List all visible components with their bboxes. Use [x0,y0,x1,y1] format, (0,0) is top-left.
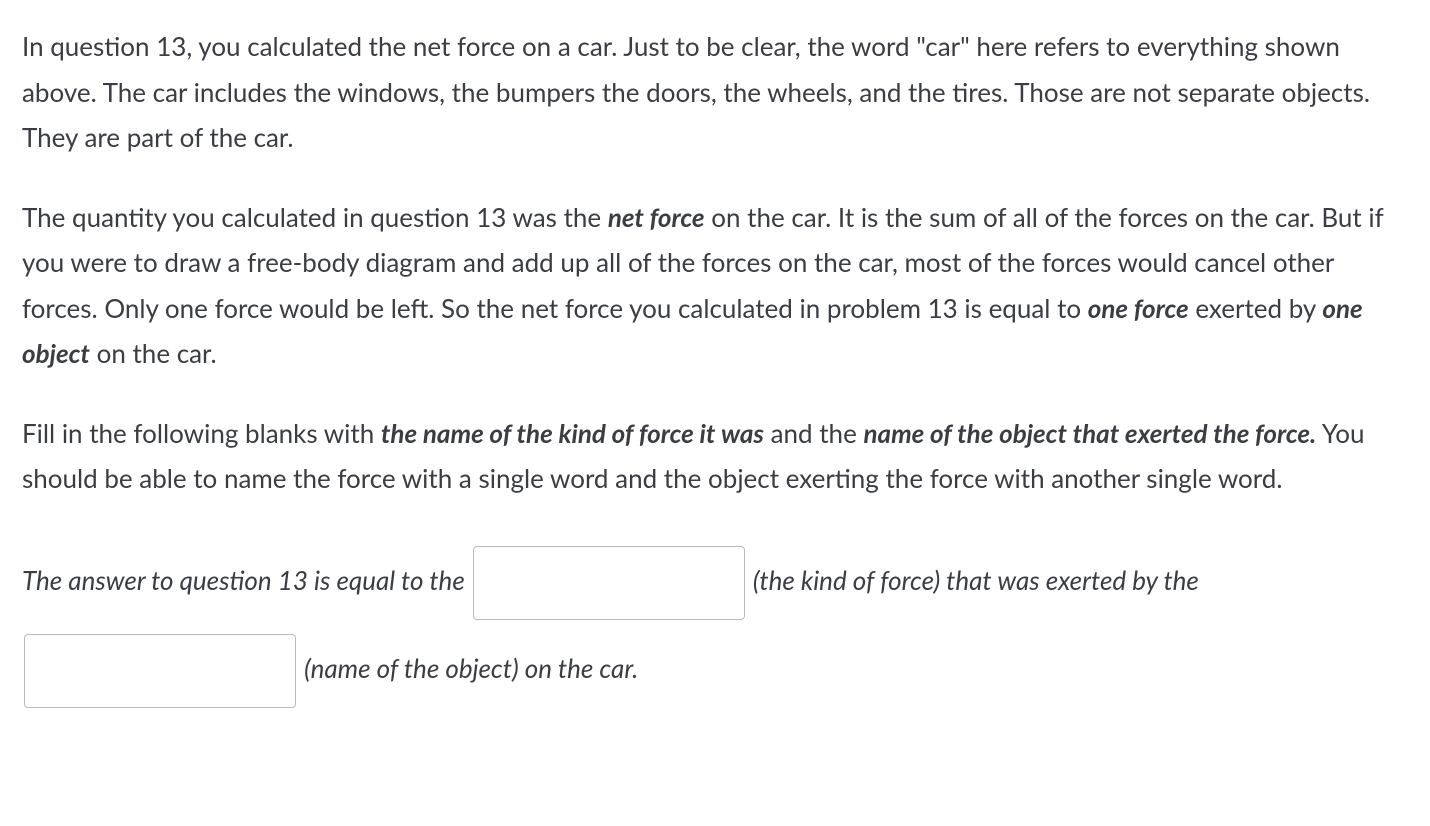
answer-sentence: The answer to question 13 is equal to th… [22,536,1408,713]
paragraph-2: The quantity you calculated in question … [22,195,1408,377]
p2-emph-one-force: one force [1088,292,1189,324]
p2-emph-net-force: net force [608,201,705,233]
p3-emph-name-of-object: name of the object that exerted the forc… [863,417,1316,449]
p4-seg1: The answer to question 13 is equal to th… [22,564,471,596]
object-name-input[interactable] [24,634,296,708]
paragraph-3: Fill in the following blanks with the na… [22,411,1408,502]
paragraph-1-text: In question 13, you calculated the net f… [22,30,1370,153]
p2-seg3: exerted by [1189,292,1323,324]
p4-seg2: (the kind of force) that was exerted by … [747,564,1199,596]
p3-seg2: and the [764,417,864,449]
paragraph-1: In question 13, you calculated the net f… [22,24,1408,161]
p2-seg4: on the car. [90,337,217,369]
p3-seg1: Fill in the following blanks with [22,417,381,449]
force-kind-input[interactable] [473,546,745,620]
p2-seg1: The quantity you calculated in question … [22,201,608,233]
p3-emph-kind-of-force: the name of the kind of force it was [381,417,764,449]
p4-seg3: (name of the object) on the car. [298,652,638,684]
